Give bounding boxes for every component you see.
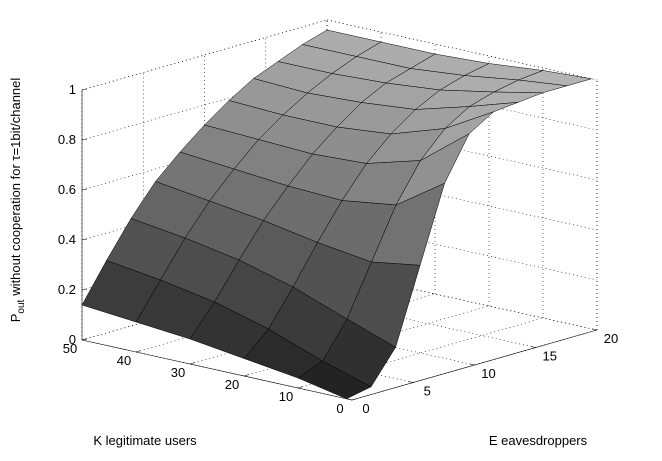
axis-line (81, 339, 353, 401)
y-axis-label: K legitimate users (93, 433, 197, 448)
tick-mark (81, 338, 88, 341)
box-edge (81, 19, 328, 91)
tick-mark (135, 350, 142, 353)
z-tick-label: 0 (69, 332, 76, 347)
z-label-symbol: P (8, 314, 23, 323)
tick-mark (81, 238, 88, 241)
x-tick-label: 10 (481, 366, 495, 381)
tick-mark (81, 88, 88, 91)
tick-mark (408, 381, 414, 383)
tick-mark (81, 138, 88, 141)
z-tick-label: 0.2 (58, 282, 76, 297)
grid-line (297, 317, 544, 389)
y-tick-label: 40 (117, 353, 131, 368)
y-tick-label: 30 (171, 365, 185, 380)
tick-mark (189, 362, 196, 365)
z-tick-label: 0.6 (58, 182, 76, 197)
z-label-subscript: out (16, 299, 27, 313)
tick-mark (346, 398, 353, 401)
tick-mark (81, 188, 88, 191)
tick-mark (469, 363, 475, 366)
y-tick-label: 0 (336, 401, 343, 416)
surface-patch (297, 360, 372, 400)
y-tick-label: 50 (63, 341, 77, 356)
tick-mark (530, 346, 536, 348)
tick-mark (81, 288, 88, 291)
x-axis-label: E eavesdroppers (489, 433, 588, 448)
y-tick-label: 10 (279, 389, 293, 404)
tick-mark (297, 386, 304, 389)
z-label-text: without cooperation for τ=1bit/channel (8, 78, 23, 297)
z-tick-label: 0.8 (58, 132, 76, 147)
z-tick-label: 0.4 (58, 232, 76, 247)
x-tick-label: 15 (543, 349, 557, 364)
tick-mark (243, 374, 250, 377)
z-tick-label: 1 (69, 82, 76, 97)
tick-mark (351, 398, 358, 401)
x-tick-label: 20 (604, 331, 618, 346)
z-axis-label: Pout without cooperation for τ=1bit/chann… (8, 78, 27, 323)
y-tick-label: 20 (225, 377, 239, 392)
tick-mark (591, 328, 598, 331)
x-tick-label: 5 (424, 384, 431, 399)
x-tick-label: 0 (362, 401, 369, 416)
grid-line (243, 305, 490, 377)
